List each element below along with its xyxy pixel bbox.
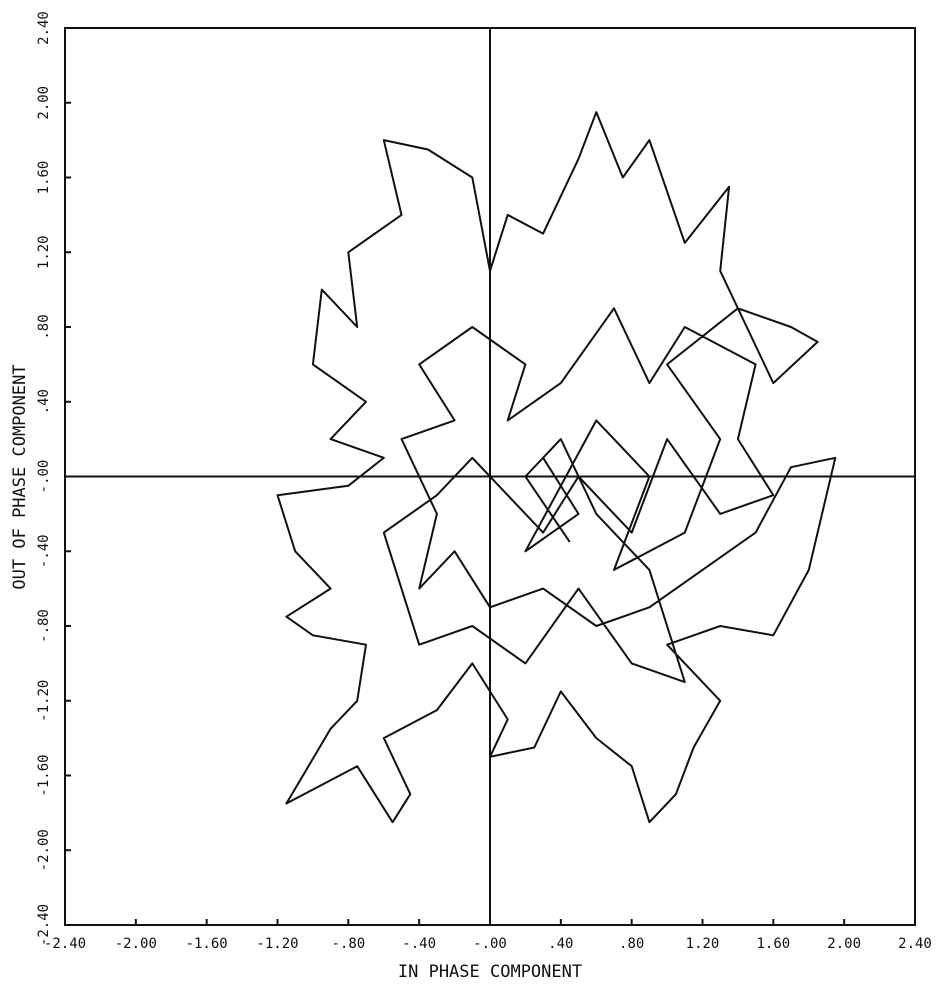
x-tick-label: .40	[548, 936, 573, 952]
y-tick-label: -.80	[36, 609, 52, 643]
y-tick-label: 1.60	[36, 161, 52, 195]
y-tick-label: -2.40	[36, 904, 52, 946]
y-tick-label: .80	[36, 314, 52, 339]
y-tick-label: -1.60	[36, 754, 52, 796]
y-axis-title: OUT OF PHASE COMPONENT	[10, 364, 30, 589]
y-tick-label: .40	[36, 389, 52, 414]
y-tick-label: 2.00	[36, 86, 52, 120]
x-tick-label: -.00	[473, 936, 507, 952]
x-tick-label: -2.00	[115, 936, 157, 952]
x-axis-title: IN PHASE COMPONENT	[398, 962, 582, 982]
x-tick-label: 1.20	[686, 936, 720, 952]
x-tick-label: 2.00	[827, 936, 861, 952]
x-tick-label: -.80	[331, 936, 365, 952]
trajectory	[276, 111, 837, 824]
y-tick-label: -2.00	[36, 829, 52, 871]
x-tick-label: -1.60	[186, 936, 228, 952]
x-tick-label: -1.20	[256, 936, 298, 952]
y-tick-label: 2.40	[36, 11, 52, 45]
y-tick-label: -.40	[36, 534, 52, 568]
y-tick-label: 1.20	[36, 235, 52, 269]
x-tick-label: 1.60	[756, 936, 790, 952]
x-tick-label: -.40	[402, 936, 436, 952]
y-tick-label: -.00	[36, 460, 52, 494]
x-tick-label: .80	[619, 936, 644, 952]
x-tick-label: 2.40	[898, 936, 932, 952]
x-tick-label: -2.40	[44, 936, 86, 952]
y-tick-label: -1.20	[36, 680, 52, 722]
